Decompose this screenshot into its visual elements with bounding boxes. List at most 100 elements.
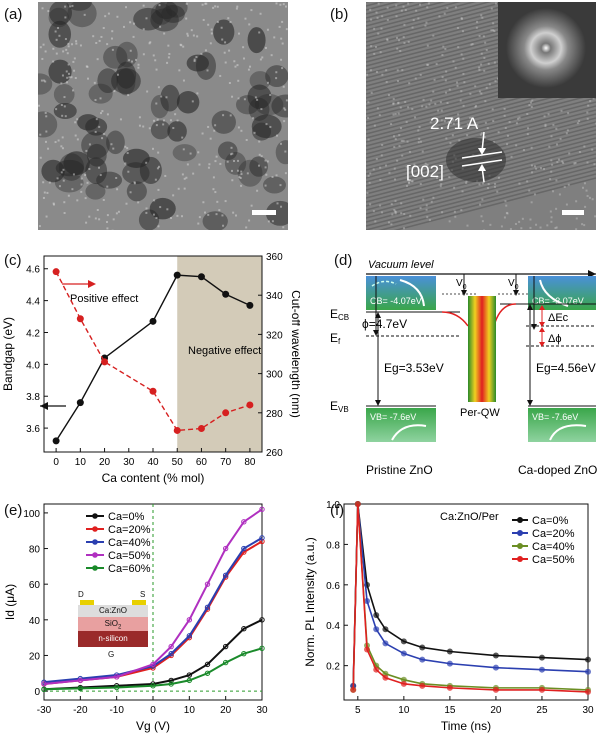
e-ytick: 0: [34, 687, 40, 698]
e-point: [259, 617, 265, 623]
e-xlabel: Vg (V): [136, 719, 170, 733]
f-point: [492, 686, 499, 693]
c-point: [246, 401, 254, 409]
f-legend-label: Ca=20%: [532, 528, 575, 540]
device-g-label: G: [108, 650, 115, 659]
e-legend-label: Ca=50%: [108, 550, 151, 562]
c-xtick: 40: [147, 457, 159, 468]
c-ytick: 4.6: [26, 265, 40, 276]
e-point: [241, 545, 247, 552]
eg-left: Eg=3.53eV: [384, 361, 444, 375]
e-series-line-4: [43, 647, 263, 691]
e-point: [113, 674, 120, 680]
e-point: [150, 683, 156, 689]
e-series-line-2: [43, 536, 263, 684]
e-legend-label: Ca=40%: [108, 537, 151, 549]
c-point: [173, 271, 181, 279]
scale-bar-b: [562, 210, 584, 215]
c-xtick: 50: [172, 457, 184, 468]
e-point: [204, 604, 211, 611]
c-xtick: 60: [196, 457, 208, 468]
e-ytick: 80: [29, 545, 41, 556]
e-xtick: 20: [220, 705, 232, 716]
c-point: [222, 409, 230, 417]
tem-particles-a: [38, 2, 288, 230]
pristine-label: Pristine ZnO: [366, 463, 433, 477]
f-point: [382, 626, 389, 633]
c-xtick: 80: [244, 457, 256, 468]
c-point: [101, 358, 109, 366]
e-point: [168, 681, 174, 687]
vacuum-label: Vacuum level: [368, 259, 434, 271]
c-point: [222, 290, 230, 298]
f-point: [492, 664, 499, 671]
e-point: [259, 506, 265, 513]
device-s-label: S: [140, 590, 146, 599]
f-xtick: 15: [444, 705, 456, 716]
e-legend-label: Ca=20%: [108, 524, 151, 536]
f-point: [364, 646, 371, 653]
e-point: [204, 670, 211, 676]
hrtem-image-b: 2.71 A [002]: [366, 2, 596, 230]
e-point: [186, 617, 193, 623]
c-ytick: 3.8: [26, 392, 40, 403]
c-y2tick: 360: [266, 252, 283, 263]
panel-c-label: (c): [4, 252, 22, 269]
evb-label: EVB: [330, 399, 349, 414]
e-ytick: 60: [29, 580, 41, 591]
sio2-layer: SiO2: [78, 617, 148, 631]
device-d-label: D: [78, 590, 84, 599]
c-ytick: 4.0: [26, 360, 40, 371]
cb-right-label: CB= -3.07eV: [532, 296, 584, 306]
e-ytick: 40: [29, 616, 41, 627]
e-series-line-3: [43, 508, 263, 685]
f-point: [585, 688, 591, 695]
f-legend-marker: [517, 530, 523, 536]
e-point: [241, 650, 247, 657]
c-y2tick: 300: [266, 370, 283, 381]
f-legend-label: Ca=40%: [532, 541, 575, 553]
f-xtick: 25: [536, 705, 548, 716]
c-xtick: 0: [53, 457, 59, 468]
c-point: [149, 387, 157, 395]
f-point: [400, 650, 407, 657]
f-legend-label: Ca=50%: [532, 554, 575, 566]
e-point: [77, 677, 84, 684]
f-xtick: 20: [490, 705, 502, 716]
f-point: [364, 597, 371, 604]
e-xtick: -20: [73, 705, 88, 716]
f-point: [373, 612, 380, 619]
f-legend-marker: [517, 543, 523, 549]
delta-phi: Δϕ: [548, 333, 562, 345]
f-xtick: 30: [582, 705, 594, 716]
e-series-line-0: [43, 618, 263, 691]
tem-image-a: [38, 2, 288, 230]
e-point: [259, 535, 265, 541]
c-point: [52, 268, 60, 276]
f-point: [373, 626, 380, 633]
c-y2tick: 260: [266, 448, 283, 459]
f-point: [419, 656, 426, 663]
fft-inset: [498, 2, 596, 98]
f-point: [400, 638, 407, 645]
f-point: [538, 654, 545, 661]
f-ytick: 0.6: [326, 581, 340, 592]
negative-region: [177, 256, 262, 452]
c-ytick: 4.4: [26, 297, 40, 308]
c-series-line-0: [55, 274, 251, 442]
c-y2tick: 340: [266, 291, 283, 302]
f-point: [538, 666, 545, 673]
vb-right-label: VB= -7.6eV: [532, 412, 578, 422]
c-y2label: Cut-off wavelength (nm): [289, 290, 300, 418]
cazno-layer: Ca:ZnO: [78, 605, 148, 617]
e-legend-marker: [92, 565, 98, 571]
quantum-well: [468, 296, 496, 402]
e-point: [41, 681, 47, 687]
f-point: [446, 648, 453, 655]
eg-right: Eg=4.56eV: [536, 361, 596, 375]
chart-f: 5 10 15 20 25 30 0.2 0.4 0.6 0.8 1.0 Time (ns) Norm.…: [303, 500, 594, 733]
f-point: [373, 666, 380, 673]
f-ytick: 1.0: [326, 500, 340, 511]
f-point: [585, 668, 591, 675]
chart-e: -30 -20 -10 0 10 20 30 0 20 40 60 80 100 Vg (V) Id (μA…: [3, 503, 268, 733]
